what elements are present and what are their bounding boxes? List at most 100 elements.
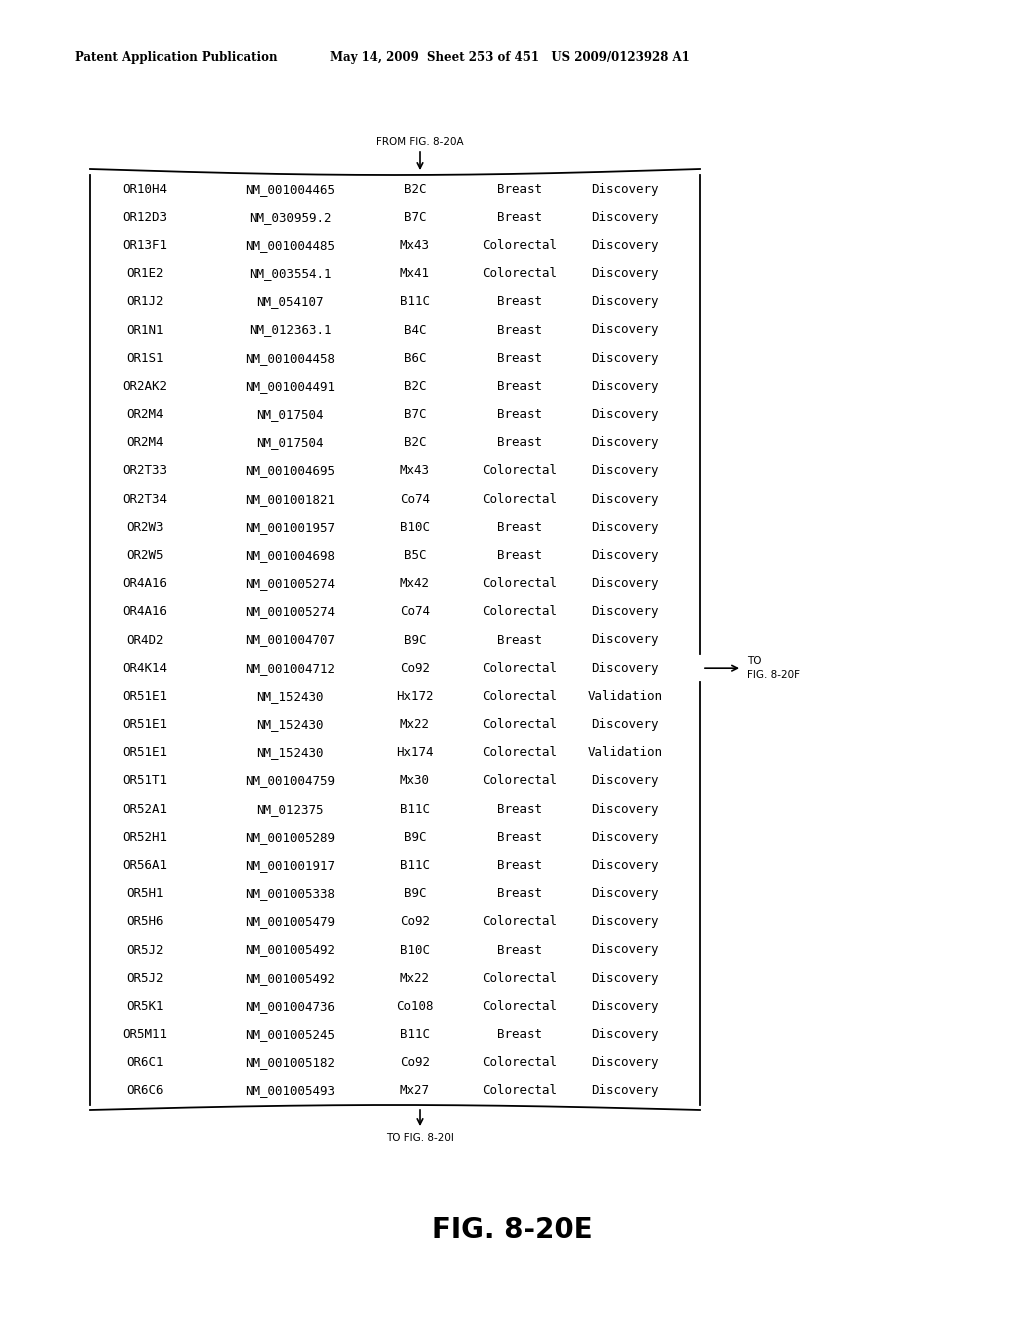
Text: Mx22: Mx22	[400, 972, 430, 985]
Text: OR5H1: OR5H1	[126, 887, 164, 900]
Text: OR5H6: OR5H6	[126, 915, 164, 928]
Text: Discovery: Discovery	[591, 634, 658, 647]
Text: OR2W5: OR2W5	[126, 549, 164, 562]
Text: Discovery: Discovery	[591, 1085, 658, 1097]
Text: Discovery: Discovery	[591, 803, 658, 816]
Text: Colorectal: Colorectal	[482, 465, 557, 478]
Text: NM_001001917: NM_001001917	[245, 859, 335, 873]
Text: Colorectal: Colorectal	[482, 492, 557, 506]
Text: OR13F1: OR13F1	[123, 239, 168, 252]
Text: Colorectal: Colorectal	[482, 915, 557, 928]
Text: OR2W3: OR2W3	[126, 521, 164, 533]
Text: Mx30: Mx30	[400, 775, 430, 788]
Text: OR52A1: OR52A1	[123, 803, 168, 816]
Text: Colorectal: Colorectal	[482, 1056, 557, 1069]
Text: Breast: Breast	[498, 1028, 543, 1041]
Text: OR4A16: OR4A16	[123, 577, 168, 590]
Text: FROM FIG. 8-20A: FROM FIG. 8-20A	[376, 137, 464, 147]
Text: Hx172: Hx172	[396, 690, 434, 702]
Text: Colorectal: Colorectal	[482, 775, 557, 788]
Text: Colorectal: Colorectal	[482, 267, 557, 280]
Text: OR5J2: OR5J2	[126, 944, 164, 957]
Text: B11C: B11C	[400, 859, 430, 873]
Text: OR2T34: OR2T34	[123, 492, 168, 506]
Text: Colorectal: Colorectal	[482, 746, 557, 759]
Text: B7C: B7C	[403, 211, 426, 224]
Text: Breast: Breast	[498, 521, 543, 533]
Text: Breast: Breast	[498, 944, 543, 957]
Text: Colorectal: Colorectal	[482, 577, 557, 590]
Text: Discovery: Discovery	[591, 830, 658, 843]
Text: Discovery: Discovery	[591, 718, 658, 731]
Text: Breast: Breast	[498, 859, 543, 873]
Text: OR2T33: OR2T33	[123, 465, 168, 478]
Text: Discovery: Discovery	[591, 408, 658, 421]
Text: Breast: Breast	[498, 549, 543, 562]
Text: Discovery: Discovery	[591, 915, 658, 928]
Text: Discovery: Discovery	[591, 999, 658, 1012]
Text: Colorectal: Colorectal	[482, 999, 557, 1012]
Text: OR56A1: OR56A1	[123, 859, 168, 873]
Text: B9C: B9C	[403, 634, 426, 647]
Text: NM_001005492: NM_001005492	[245, 944, 335, 957]
Text: Discovery: Discovery	[591, 577, 658, 590]
Text: Discovery: Discovery	[591, 972, 658, 985]
Text: OR1S1: OR1S1	[126, 351, 164, 364]
Text: Discovery: Discovery	[591, 267, 658, 280]
Text: NM_001001821: NM_001001821	[245, 492, 335, 506]
Text: Colorectal: Colorectal	[482, 1085, 557, 1097]
Text: Colorectal: Colorectal	[482, 606, 557, 618]
Text: Discovery: Discovery	[591, 296, 658, 309]
Text: Validation: Validation	[588, 746, 663, 759]
Text: NM_001005182: NM_001005182	[245, 1056, 335, 1069]
Text: B10C: B10C	[400, 521, 430, 533]
Text: Discovery: Discovery	[591, 944, 658, 957]
Text: NM_001004458: NM_001004458	[245, 351, 335, 364]
Text: NM_001005338: NM_001005338	[245, 887, 335, 900]
Text: B9C: B9C	[403, 830, 426, 843]
Text: May 14, 2009  Sheet 253 of 451   US 2009/0123928 A1: May 14, 2009 Sheet 253 of 451 US 2009/01…	[330, 51, 690, 65]
Text: NM_054107: NM_054107	[256, 296, 324, 309]
Text: OR1N1: OR1N1	[126, 323, 164, 337]
Text: Discovery: Discovery	[591, 323, 658, 337]
Text: OR2M4: OR2M4	[126, 436, 164, 449]
Text: NM_001005492: NM_001005492	[245, 972, 335, 985]
Text: Discovery: Discovery	[591, 239, 658, 252]
Text: Discovery: Discovery	[591, 1056, 658, 1069]
Text: B9C: B9C	[403, 887, 426, 900]
Text: NM_001004759: NM_001004759	[245, 775, 335, 788]
Text: B11C: B11C	[400, 803, 430, 816]
Text: NM_001004736: NM_001004736	[245, 999, 335, 1012]
Text: Co92: Co92	[400, 1056, 430, 1069]
Text: Colorectal: Colorectal	[482, 972, 557, 985]
Text: OR10H4: OR10H4	[123, 182, 168, 195]
Text: B6C: B6C	[403, 351, 426, 364]
Text: B7C: B7C	[403, 408, 426, 421]
Text: Discovery: Discovery	[591, 492, 658, 506]
Text: Co92: Co92	[400, 661, 430, 675]
Text: NM_001004485: NM_001004485	[245, 239, 335, 252]
Text: Discovery: Discovery	[591, 521, 658, 533]
Text: NM_001004695: NM_001004695	[245, 465, 335, 478]
Text: Discovery: Discovery	[591, 661, 658, 675]
Text: NM_152430: NM_152430	[256, 690, 324, 702]
Text: Breast: Breast	[498, 887, 543, 900]
Text: B11C: B11C	[400, 1028, 430, 1041]
Text: Discovery: Discovery	[591, 1028, 658, 1041]
Text: Breast: Breast	[498, 380, 543, 393]
Text: OR6C1: OR6C1	[126, 1056, 164, 1069]
Text: OR52H1: OR52H1	[123, 830, 168, 843]
Text: B11C: B11C	[400, 296, 430, 309]
Text: Co74: Co74	[400, 606, 430, 618]
Text: Breast: Breast	[498, 634, 543, 647]
Text: Discovery: Discovery	[591, 182, 658, 195]
Text: Discovery: Discovery	[591, 465, 658, 478]
Text: Breast: Breast	[498, 323, 543, 337]
Text: Hx174: Hx174	[396, 746, 434, 759]
Text: NM_001001957: NM_001001957	[245, 521, 335, 533]
Text: Discovery: Discovery	[591, 436, 658, 449]
Text: NM_152430: NM_152430	[256, 718, 324, 731]
Text: Discovery: Discovery	[591, 380, 658, 393]
Text: OR1J2: OR1J2	[126, 296, 164, 309]
Text: OR2M4: OR2M4	[126, 408, 164, 421]
